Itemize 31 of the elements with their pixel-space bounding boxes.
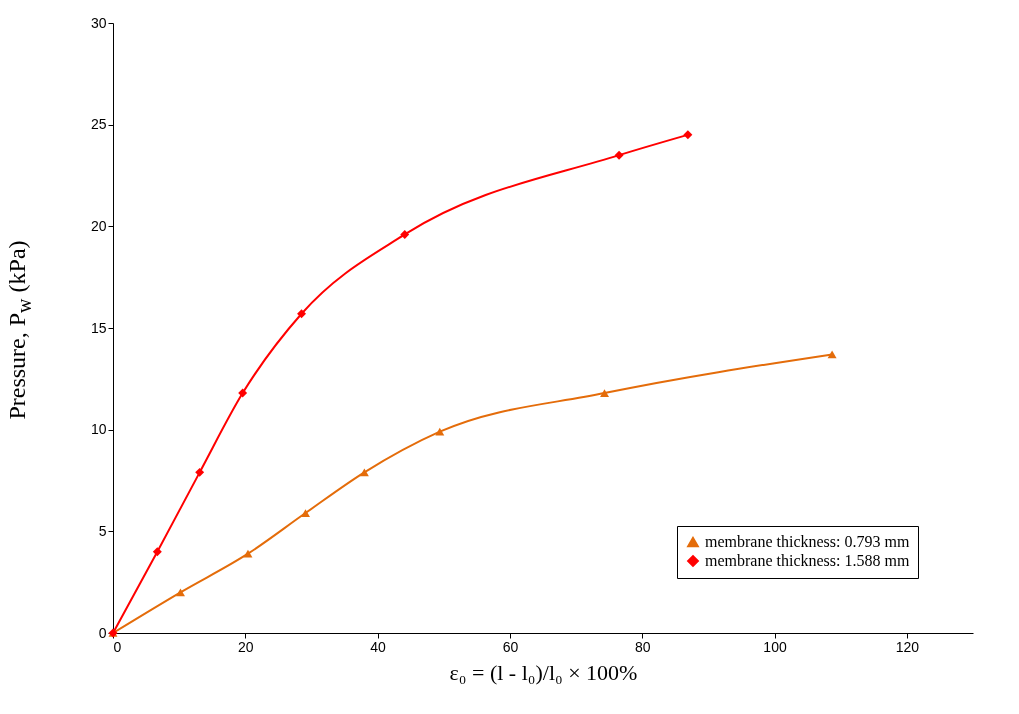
x-axis-title: ε₀ = (l - l₀)/l₀ × 100% [449, 659, 638, 685]
point [435, 427, 445, 436]
x-tick-label: 20 [238, 638, 254, 655]
y-tick-label: 20 [90, 217, 107, 234]
point [400, 229, 410, 239]
y-tick-label: 25 [90, 116, 107, 133]
x-tick-label: 0 [113, 638, 122, 655]
x-tick-label: 120 [895, 638, 920, 655]
point [297, 309, 307, 319]
x-tick-label: 80 [634, 638, 651, 655]
point [243, 549, 253, 558]
point [827, 350, 837, 359]
point [683, 130, 693, 140]
y-tick-label: 5 [98, 522, 107, 539]
point [614, 150, 624, 160]
y-tick-label: 15 [90, 319, 107, 336]
x-tick-label: 100 [763, 638, 787, 655]
point [152, 547, 162, 557]
x-tick-label: 60 [502, 638, 519, 655]
legend-label: membrane thickness: 1.588 mm [705, 552, 910, 569]
point [359, 468, 369, 477]
y-tick-label: 10 [90, 421, 107, 438]
point [600, 389, 609, 397]
y-tick-label: 30 [90, 14, 107, 31]
point [238, 388, 248, 398]
legend-label: membrane thickness: 0.793 mm [705, 533, 910, 550]
y-tick-label: 0 [98, 624, 107, 641]
point [176, 588, 185, 597]
point [301, 509, 310, 517]
x-tick-label: 40 [370, 638, 387, 655]
point [195, 467, 205, 477]
